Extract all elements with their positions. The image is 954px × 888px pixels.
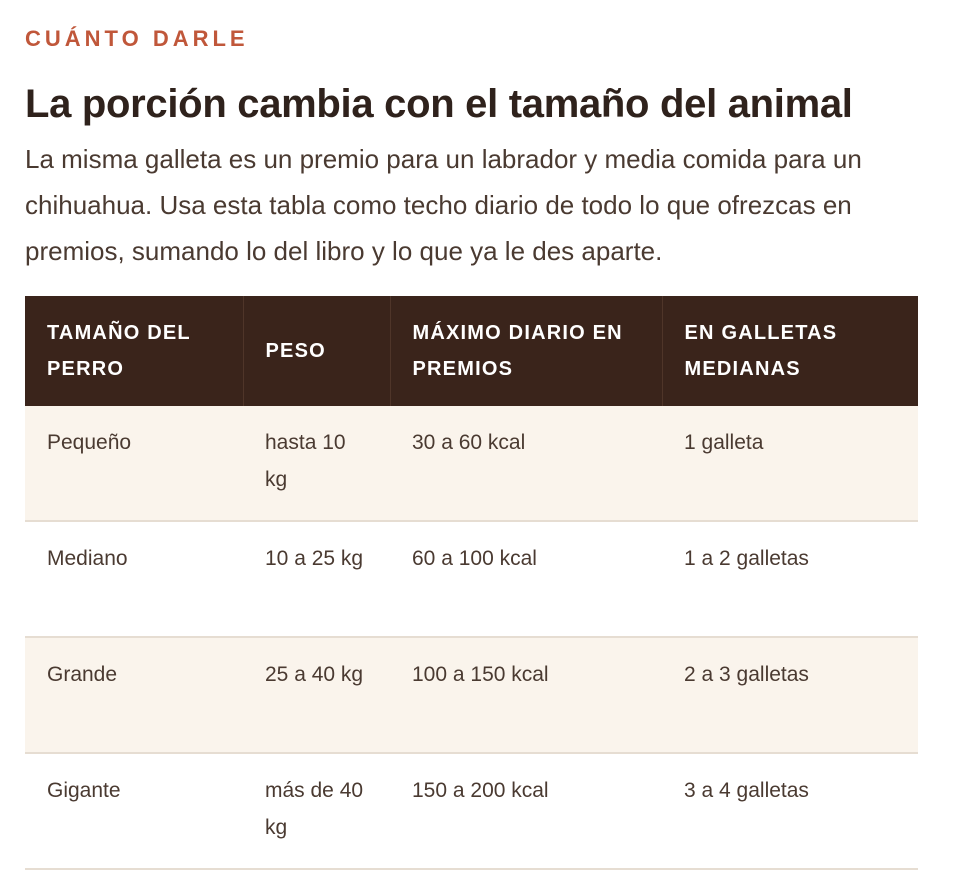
header-dog-size: TAMAÑO DEL PERRO bbox=[25, 296, 244, 406]
portion-table: TAMAÑO DEL PERRO PESO MÁXIMO DIARIO EN P… bbox=[25, 296, 918, 870]
page: CUÁNTO DARLE La porción cambia con el ta… bbox=[25, 26, 918, 870]
cell-biscuits: 2 a 3 galletas bbox=[662, 637, 918, 753]
cell-biscuits: 3 a 4 galletas bbox=[662, 753, 918, 869]
header-medium-biscuits: EN GALLETAS MEDIANAS bbox=[662, 296, 918, 406]
cell-size: Grande bbox=[25, 637, 243, 753]
cell-size: Pequeño bbox=[25, 406, 243, 521]
cell-daily-max: 60 a 100 kcal bbox=[390, 521, 662, 637]
cell-biscuits: 1 galleta bbox=[662, 406, 918, 521]
section-eyebrow: CUÁNTO DARLE bbox=[25, 26, 249, 51]
header-daily-max: MÁXIMO DIARIO EN PREMIOS bbox=[390, 296, 663, 406]
cell-weight: 25 a 40 kg bbox=[243, 637, 390, 753]
cell-daily-max: 100 a 150 kcal bbox=[390, 637, 662, 753]
table-row: Mediano 10 a 25 kg 60 a 100 kcal 1 a 2 g… bbox=[25, 521, 918, 637]
page-title: La porción cambia con el tamaño del anim… bbox=[25, 82, 853, 126]
table-body: Pequeño hasta 10 kg 30 a 60 kcal 1 galle… bbox=[25, 406, 918, 869]
cell-size: Gigante bbox=[25, 753, 243, 869]
table-row: Grande 25 a 40 kg 100 a 150 kcal 2 a 3 g… bbox=[25, 637, 918, 753]
cell-daily-max: 150 a 200 kcal bbox=[390, 753, 662, 869]
cell-daily-max: 30 a 60 kcal bbox=[390, 406, 662, 521]
cell-weight: hasta 10 kg bbox=[243, 406, 390, 521]
table-header: TAMAÑO DEL PERRO PESO MÁXIMO DIARIO EN P… bbox=[25, 296, 918, 406]
intro-paragraph: La misma galleta es un premio para un la… bbox=[25, 144, 862, 266]
table-row: Pequeño hasta 10 kg 30 a 60 kcal 1 galle… bbox=[25, 406, 918, 521]
table-row: Gigante más de 40 kg 150 a 200 kcal 3 a … bbox=[25, 753, 918, 869]
header-weight: PESO bbox=[243, 296, 391, 406]
header-row: TAMAÑO DEL PERRO PESO MÁXIMO DIARIO EN P… bbox=[25, 296, 918, 406]
cell-weight: 10 a 25 kg bbox=[243, 521, 390, 637]
cell-biscuits: 1 a 2 galletas bbox=[662, 521, 918, 637]
cell-size: Mediano bbox=[25, 521, 243, 637]
cell-weight: más de 40 kg bbox=[243, 753, 390, 869]
